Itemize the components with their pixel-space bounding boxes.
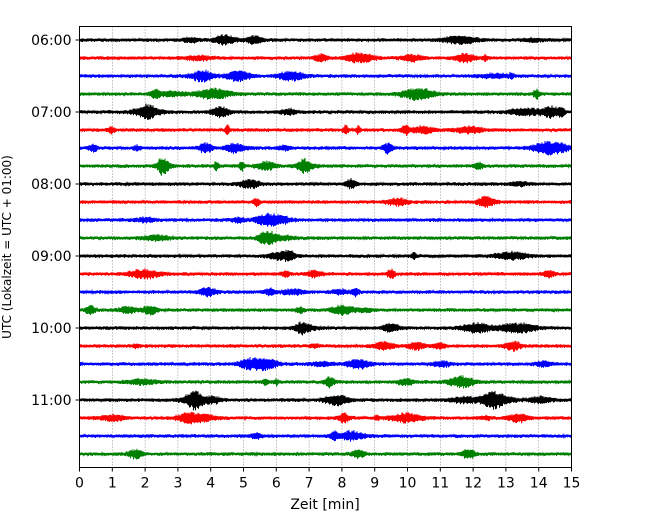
trace-1015 [79, 340, 572, 352]
y-axis-title: UTC (Lokalzeit = UTC + 01:00) [0, 155, 14, 339]
y-tick-label-06:00: 06:00 [31, 33, 71, 49]
trace-1130 [79, 430, 572, 442]
x-tick-label-13: 13 [497, 476, 515, 492]
trace-1100 [79, 390, 572, 411]
trace-0945 [79, 304, 572, 316]
trace-0930 [79, 286, 572, 298]
trace-1115 [79, 411, 572, 425]
trace-1000 [79, 321, 572, 336]
y-tick-label-10:00: 10:00 [31, 321, 71, 337]
x-tick-label-9: 9 [370, 476, 379, 492]
x-tick-label-6: 6 [272, 476, 281, 492]
trace-0845 [79, 230, 572, 246]
trace-0645 [79, 87, 572, 101]
trace-0715 [79, 124, 572, 136]
trace-0830 [79, 212, 572, 227]
plot-frame [79, 26, 572, 468]
x-tick-label-14: 14 [530, 476, 548, 492]
x-tick-label-7: 7 [305, 476, 314, 492]
trace-0630 [79, 69, 572, 83]
x-axis: 0 1 2 3 4 5 6 7 8 9 10 11 12 13 14 15 [75, 467, 581, 492]
x-tick-label-0: 0 [75, 476, 84, 492]
x-tick-label-2: 2 [141, 476, 150, 492]
trace-0700 [79, 103, 572, 120]
trace-0900 [79, 249, 572, 262]
x-tick-label-11: 11 [431, 476, 449, 492]
trace-0745 [79, 157, 572, 176]
trace-0915 [79, 268, 572, 280]
y-tick-label-07:00: 07:00 [31, 105, 71, 121]
trace-1030 [79, 357, 572, 372]
trace-1045 [79, 375, 572, 389]
trace-0615 [79, 52, 572, 64]
y-tick-label-08:00: 08:00 [31, 177, 71, 193]
x-tick-label-1: 1 [108, 476, 117, 492]
x-tick-label-10: 10 [399, 476, 417, 492]
trace-0800 [79, 178, 572, 190]
trace-0600 [79, 34, 572, 46]
x-tick-label-4: 4 [206, 476, 215, 492]
x-axis-title: Zeit [min] [290, 497, 359, 513]
seismic-traces [79, 34, 572, 460]
x-tick-label-3: 3 [173, 476, 182, 492]
x-tick-label-15: 15 [563, 476, 581, 492]
x-tick-label-12: 12 [464, 476, 482, 492]
y-tick-label-11:00: 11:00 [31, 393, 71, 409]
trace-1145 [79, 448, 572, 460]
y-axis: 06:00 07:00 08:00 09:00 10:00 11:00 [31, 33, 80, 409]
x-tick-label-5: 5 [239, 476, 248, 492]
trace-0815 [79, 195, 572, 208]
y-tick-label-09:00: 09:00 [31, 249, 71, 265]
x-tick-label-8: 8 [337, 476, 346, 492]
trace-0730 [79, 140, 572, 156]
